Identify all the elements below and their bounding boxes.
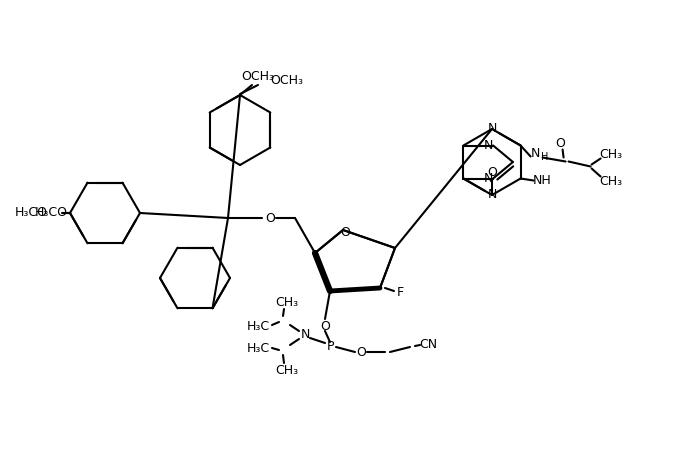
Text: O: O (320, 321, 330, 334)
Text: O: O (340, 226, 350, 238)
Text: N: N (484, 139, 493, 152)
Text: F: F (396, 286, 404, 300)
Text: CH₃: CH₃ (276, 365, 298, 377)
Text: OCH₃: OCH₃ (270, 74, 303, 87)
Text: N: N (487, 123, 497, 135)
Text: H₃C: H₃C (247, 321, 270, 334)
Text: CH₃: CH₃ (276, 296, 298, 309)
Text: N: N (484, 172, 493, 185)
Text: O: O (487, 167, 497, 179)
Text: CH₃: CH₃ (599, 175, 622, 188)
Text: H₃CO: H₃CO (15, 207, 48, 219)
Text: O: O (356, 345, 366, 359)
Text: N: N (487, 188, 497, 202)
Text: N: N (531, 147, 540, 160)
Text: CH₃: CH₃ (599, 148, 622, 161)
Text: P: P (327, 340, 335, 354)
Text: H₃CO: H₃CO (35, 207, 68, 219)
Text: O: O (265, 212, 275, 224)
Text: NH: NH (533, 174, 552, 187)
Text: H: H (541, 152, 548, 162)
Text: O: O (555, 137, 566, 150)
Text: CN: CN (419, 337, 437, 350)
Text: N: N (300, 329, 309, 341)
Text: OCH₃: OCH₃ (242, 70, 274, 84)
Text: H₃C: H₃C (247, 341, 270, 355)
